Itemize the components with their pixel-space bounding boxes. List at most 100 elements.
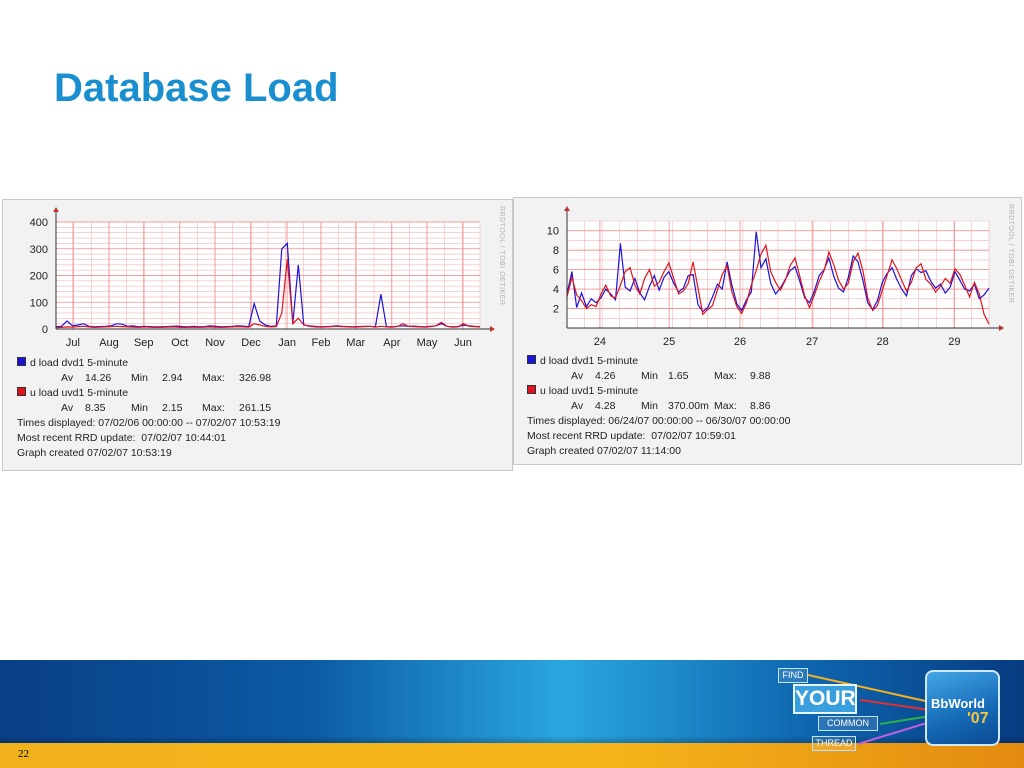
max-label: Max: (202, 372, 225, 384)
min-label: Min (131, 402, 148, 414)
series-u-line (566, 243, 990, 325)
logo-brand: BbWorld (931, 696, 985, 711)
max-value: 326.98 (239, 372, 272, 384)
x-tick-label: 26 (734, 336, 746, 348)
series-d-stats: Av 14.26 Min 2.94 Max: 326.98 (17, 371, 280, 386)
x-tick-label: Feb (312, 337, 331, 349)
y-tick-label: 8 (553, 245, 559, 257)
y-tick-label: 200 (30, 271, 48, 283)
av-label: Av (61, 402, 74, 414)
min-value: 370.00m (668, 400, 709, 412)
y-tick-label: 100 (30, 297, 48, 309)
legend-series-d: d load dvd1 5-minute (527, 354, 790, 369)
graph-created: Graph created 07/02/07 10:53:19 (17, 447, 172, 459)
x-axis-arrow-icon (490, 326, 495, 332)
logo-thread: THREAD (812, 736, 856, 751)
x-tick-label: Apr (383, 337, 400, 349)
x-tick-label: Jul (66, 337, 80, 349)
yearly-load-chart-panel: 400 300 200 100 0 Jul Aug Sep Oct Nov Dec Jan Feb Mar… (2, 199, 513, 471)
x-tick-label: Dec (241, 337, 261, 349)
x-tick-label: Sep (134, 337, 154, 349)
av-label: Av (61, 372, 74, 384)
series-d-label: d load dvd1 5-minute (30, 357, 129, 369)
y-tick-label: 6 (553, 265, 559, 277)
times-displayed: Times displayed: 06/24/07 00:00:00 -- 06… (527, 415, 791, 427)
x-tick-label: Aug (99, 337, 119, 349)
times-displayed: Times displayed: 07/02/06 00:00:00 -- 07… (17, 417, 281, 429)
page-number: 22 (18, 748, 29, 760)
weekly-load-chart-panel: 10 8 6 4 2 24 25 26 27 28 29 RRDTOOL / TOBI OETIKER… (513, 197, 1022, 465)
footer-strip (0, 743, 1024, 768)
x-tick-label: Mar (346, 337, 365, 349)
legend-series-u: u load uvd1 5-minute (527, 384, 790, 399)
legend-series-u: u load uvd1 5-minute (17, 386, 280, 401)
max-label: Max: (202, 402, 225, 414)
rrdtool-tag: RRDTOOL / TOBI OETIKER (1007, 204, 1014, 303)
logo-common: COMMON (818, 716, 878, 731)
av-value: 4.26 (595, 370, 616, 382)
legend-series-d: d load dvd1 5-minute (17, 356, 280, 371)
logo-your: YOUR (793, 684, 857, 714)
min-label: Min (131, 372, 148, 384)
red-swatch-icon (527, 385, 536, 394)
rrdtool-tag: RRDTOOL / TOBI OETIKER (498, 206, 505, 305)
series-u-stats: Av 8.35 Min 2.15 Max: 261.15 (17, 401, 280, 416)
av-value: 14.26 (85, 372, 112, 384)
x-tick-label: Jan (278, 337, 296, 349)
graph-created: Graph created 07/02/07 11:14:00 (527, 445, 681, 457)
x-tick-label: Nov (205, 337, 225, 349)
logo-connector-lines (807, 674, 930, 745)
series-u-label: u load uvd1 5-minute (30, 387, 129, 399)
series-d-stats: Av 4.26 Min 1.65 Max: 9.88 (527, 369, 790, 384)
min-value: 2.94 (162, 372, 183, 384)
x-tick-label: Oct (171, 337, 188, 349)
bbworld-logo: BbWorld '07 (925, 670, 1000, 746)
x-tick-label: Jun (454, 337, 472, 349)
y-tick-label: 0 (42, 324, 48, 336)
av-label: Av (571, 370, 584, 382)
max-value: 9.88 (750, 370, 771, 382)
yearly-legend: d load dvd1 5-minute Av 14.26 Min 2.94 Max: 3… (17, 356, 280, 461)
y-tick-label: 4 (553, 284, 559, 296)
y-tick-label: 300 (30, 244, 48, 256)
series-u-line (55, 259, 481, 329)
y-axis-arrow-icon (564, 206, 570, 211)
min-value: 2.15 (162, 402, 183, 414)
x-tick-label: 29 (948, 336, 960, 348)
series-d-line (566, 231, 990, 313)
max-value: 8.86 (750, 400, 771, 412)
max-label: Max: (714, 370, 737, 382)
series-d-label: d load dvd1 5-minute (540, 355, 639, 367)
recent-update: Most recent RRD update: 07/02/07 10:44:0… (17, 432, 226, 444)
y-axis-arrow-icon (53, 207, 59, 212)
blue-swatch-icon (527, 355, 536, 364)
weekly-legend: d load dvd1 5-minute Av 4.26 Min 1.65 Max: 9.… (527, 354, 790, 459)
max-value: 261.15 (239, 402, 272, 414)
x-tick-label: 24 (594, 336, 606, 348)
av-value: 8.35 (85, 402, 106, 414)
x-tick-label: 27 (806, 336, 818, 348)
y-tick-label: 10 (547, 226, 559, 238)
min-label: Min (641, 370, 658, 382)
series-u-stats: Av 4.28 Min 370.00m Max: 8.86 (527, 399, 790, 414)
yearly-load-chart: 400 300 200 100 0 Jul Aug Sep Oct Nov Dec Jan Feb Mar… (30, 206, 505, 349)
slide-title: Database Load (54, 66, 339, 110)
red-swatch-icon (17, 387, 26, 396)
series-u-label: u load uvd1 5-minute (540, 385, 639, 397)
blue-swatch-icon (17, 357, 26, 366)
av-value: 4.28 (595, 400, 616, 412)
x-tick-label: May (417, 337, 438, 349)
min-value: 1.65 (668, 370, 689, 382)
min-label: Min (641, 400, 658, 412)
max-label: Max: (714, 400, 737, 412)
x-tick-label: 25 (663, 336, 675, 348)
y-tick-label: 2 (553, 304, 559, 316)
recent-update: Most recent RRD update: 07/02/07 10:59:0… (527, 430, 736, 442)
av-label: Av (571, 400, 584, 412)
weekly-load-chart: 10 8 6 4 2 24 25 26 27 28 29 RRDTOOL / TOBI OETIKER (547, 204, 1014, 348)
footer-shadow (0, 736, 1024, 744)
x-axis-arrow-icon (999, 325, 1004, 331)
x-tick-label: 28 (877, 336, 889, 348)
y-tick-label: 400 (30, 217, 48, 229)
logo-find: FIND (778, 668, 808, 683)
